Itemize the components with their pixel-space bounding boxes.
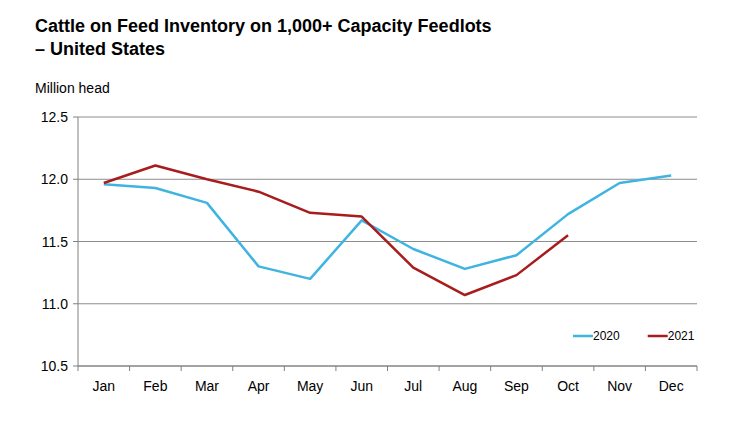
y-tick-label: 11.5 bbox=[42, 234, 68, 250]
legend-swatch bbox=[573, 335, 593, 338]
series-line bbox=[104, 166, 568, 295]
x-tick bbox=[78, 366, 79, 371]
grid-line bbox=[78, 117, 697, 118]
legend-label: 2020 bbox=[593, 329, 620, 343]
grid-line bbox=[78, 179, 697, 180]
x-tick bbox=[335, 366, 336, 371]
y-axis bbox=[78, 117, 79, 366]
y-tick bbox=[73, 179, 78, 180]
x-tick bbox=[439, 366, 440, 371]
x-tick-label: Aug bbox=[452, 378, 477, 394]
x-tick-label: Feb bbox=[143, 378, 167, 394]
x-tick bbox=[387, 366, 388, 371]
x-tick-label: Oct bbox=[557, 378, 579, 394]
title-line: Cattle on Feed Inventory on 1,000+ Capac… bbox=[35, 16, 492, 36]
x-tick-label: Apr bbox=[248, 378, 270, 394]
x-tick bbox=[645, 366, 646, 371]
y-tick bbox=[73, 303, 78, 304]
x-tick-label: Jul bbox=[404, 378, 422, 394]
x-tick bbox=[542, 366, 543, 371]
x-tick-label: Mar bbox=[195, 378, 219, 394]
plot-area bbox=[104, 166, 671, 295]
legend: 2020 2021 bbox=[573, 329, 695, 343]
x-tick bbox=[181, 366, 182, 371]
y-tick bbox=[73, 366, 78, 367]
x-tick-label: Dec bbox=[659, 378, 684, 394]
x-tick-label: Sep bbox=[504, 378, 529, 394]
title: Cattle on Feed Inventory on 1,000+ Capac… bbox=[35, 16, 492, 59]
legend-swatch bbox=[648, 335, 668, 338]
y-tick-label: 11.0 bbox=[42, 296, 68, 312]
title-line: – United States bbox=[35, 39, 165, 59]
y-tick bbox=[73, 241, 78, 242]
y-tick bbox=[73, 117, 78, 118]
x-tick-label: Jun bbox=[350, 378, 373, 394]
x-tick-label: Nov bbox=[607, 378, 632, 394]
chart: Cattle on Feed Inventory on 1,000+ Capac… bbox=[0, 0, 746, 424]
x-tick bbox=[129, 366, 130, 371]
x-tick-label: Jan bbox=[93, 378, 116, 394]
x-tick-label: May bbox=[297, 378, 323, 394]
x-tick bbox=[593, 366, 594, 371]
x-tick bbox=[232, 366, 233, 371]
y-axis-label: Million head bbox=[35, 80, 110, 96]
y-tick-label: 10.5 bbox=[41, 358, 68, 374]
y-tick-label: 12.0 bbox=[41, 171, 68, 187]
grid-line bbox=[78, 303, 697, 304]
y-tick-label: 12.5 bbox=[41, 109, 68, 125]
x-tick bbox=[697, 366, 698, 371]
series-line bbox=[104, 176, 671, 279]
x-tick bbox=[490, 366, 491, 371]
x-tick bbox=[284, 366, 285, 371]
legend-label: 2021 bbox=[668, 329, 695, 343]
